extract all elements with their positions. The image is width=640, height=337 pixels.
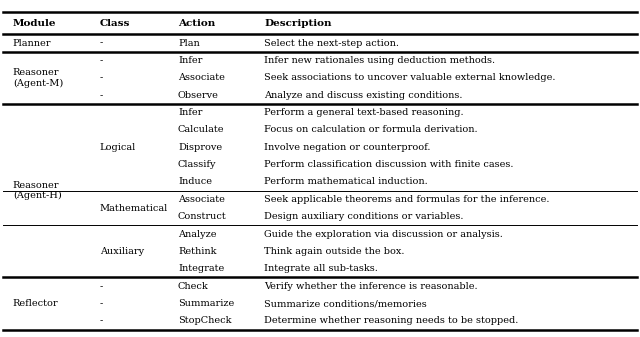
Text: Logical: Logical <box>100 143 136 152</box>
Text: Planner: Planner <box>13 38 51 48</box>
Text: Analyze and discuss existing conditions.: Analyze and discuss existing conditions. <box>264 91 463 100</box>
Text: Summarize conditions/memories: Summarize conditions/memories <box>264 299 427 308</box>
Text: -: - <box>100 91 103 100</box>
Text: Perform mathematical induction.: Perform mathematical induction. <box>264 178 428 186</box>
Text: -: - <box>100 38 103 48</box>
Text: Construct: Construct <box>178 212 227 221</box>
Text: Perform a general text-based reasoning.: Perform a general text-based reasoning. <box>264 108 464 117</box>
Text: Observe: Observe <box>178 91 219 100</box>
Text: -: - <box>100 299 103 308</box>
Text: Associate: Associate <box>178 195 225 204</box>
Text: -: - <box>100 316 103 326</box>
Text: Disprove: Disprove <box>178 143 222 152</box>
Text: -: - <box>100 56 103 65</box>
Text: Focus on calculation or formula derivation.: Focus on calculation or formula derivati… <box>264 125 478 134</box>
Text: Think again outside the box.: Think again outside the box. <box>264 247 405 256</box>
Text: Reflector: Reflector <box>13 299 58 308</box>
Text: Perform classification discussion with finite cases.: Perform classification discussion with f… <box>264 160 514 169</box>
Text: Infer: Infer <box>178 108 202 117</box>
Text: Verify whether the inference is reasonable.: Verify whether the inference is reasonab… <box>264 282 478 291</box>
Text: Select the next-step action.: Select the next-step action. <box>264 38 399 48</box>
Text: Integrate all sub-tasks.: Integrate all sub-tasks. <box>264 264 378 273</box>
Text: Reasoner
(Agent-M): Reasoner (Agent-M) <box>13 68 63 88</box>
Text: Infer new rationales using deduction methods.: Infer new rationales using deduction met… <box>264 56 495 65</box>
Text: Check: Check <box>178 282 209 291</box>
Text: Reasoner
(Agent-H): Reasoner (Agent-H) <box>13 181 61 201</box>
Text: Mathematical: Mathematical <box>100 204 168 213</box>
Text: Analyze: Analyze <box>178 229 216 239</box>
Text: Action: Action <box>178 19 215 28</box>
Text: Determine whether reasoning needs to be stopped.: Determine whether reasoning needs to be … <box>264 316 518 326</box>
Text: Calculate: Calculate <box>178 125 225 134</box>
Text: Induce: Induce <box>178 178 212 186</box>
Text: Associate: Associate <box>178 73 225 82</box>
Text: -: - <box>100 73 103 82</box>
Text: Design auxiliary conditions or variables.: Design auxiliary conditions or variables… <box>264 212 464 221</box>
Text: Summarize: Summarize <box>178 299 234 308</box>
Text: Rethink: Rethink <box>178 247 216 256</box>
Text: -: - <box>100 282 103 291</box>
Text: Class: Class <box>100 19 130 28</box>
Text: Description: Description <box>264 19 332 28</box>
Text: Infer: Infer <box>178 56 202 65</box>
Text: Module: Module <box>13 19 56 28</box>
Text: Classify: Classify <box>178 160 216 169</box>
Text: Seek applicable theorems and formulas for the inference.: Seek applicable theorems and formulas fo… <box>264 195 550 204</box>
Text: Involve negation or counterproof.: Involve negation or counterproof. <box>264 143 431 152</box>
Text: Integrate: Integrate <box>178 264 224 273</box>
Text: Plan: Plan <box>178 38 200 48</box>
Text: StopCheck: StopCheck <box>178 316 232 326</box>
Text: Guide the exploration via discussion or analysis.: Guide the exploration via discussion or … <box>264 229 503 239</box>
Text: Auxiliary: Auxiliary <box>100 247 144 256</box>
Text: Seek associations to uncover valuable external knowledge.: Seek associations to uncover valuable ex… <box>264 73 556 82</box>
